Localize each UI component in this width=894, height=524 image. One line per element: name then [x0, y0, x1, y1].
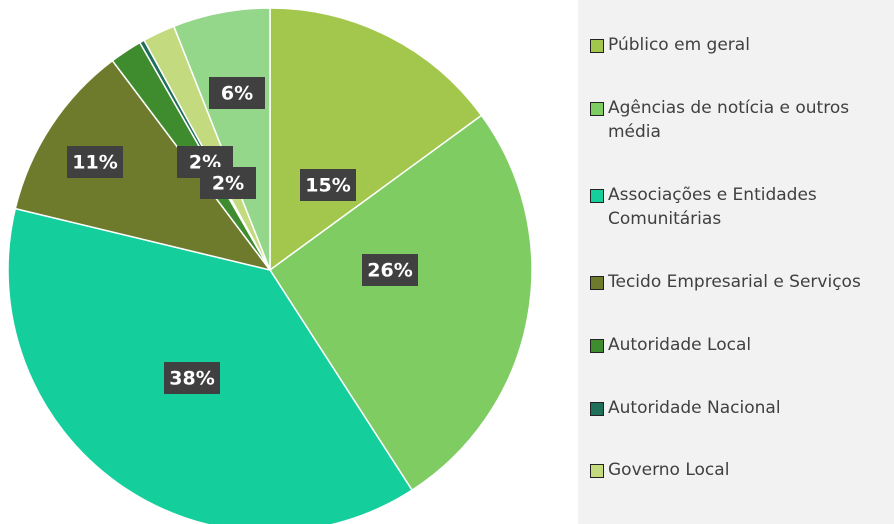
data-label: 2% — [200, 167, 256, 199]
legend-item: Tecido Empresarial e Serviços — [578, 270, 878, 294]
legend-item: Público em geral — [578, 33, 878, 57]
data-label-text: 2% — [212, 173, 244, 195]
data-label-box — [362, 254, 418, 286]
data-label-text: 6% — [221, 83, 253, 105]
legend-label: Governo Local — [608, 460, 730, 481]
data-label: 26% — [362, 254, 418, 286]
pie-slice — [172, 7, 271, 271]
data-label-box — [200, 167, 256, 199]
pie-area: 15%26%38%11% 2%2%6% — [7, 7, 533, 524]
data-label-text: 26% — [367, 260, 412, 282]
legend-label: Agências de notícia e outros média — [608, 98, 850, 143]
legend-swatch — [590, 275, 604, 290]
data-label-box — [209, 77, 265, 109]
legend-item: Associações e Entidades Comunitárias — [578, 183, 878, 231]
pie-slice — [269, 7, 483, 272]
data-label-box — [67, 146, 123, 178]
legend-swatch — [590, 464, 604, 479]
legend-item: Autoridade Nacional — [578, 396, 878, 420]
legend-label: Tecido Empresarial e Serviços — [608, 271, 861, 292]
legend-label: Autoridade Local — [608, 334, 752, 355]
legend-label: Público em geral — [608, 35, 750, 56]
legend-item: Governo Local — [578, 458, 878, 482]
data-label: 11% — [67, 146, 123, 178]
legend-swatch — [590, 102, 604, 117]
legend-swatch — [590, 189, 604, 204]
data-label-box — [300, 169, 356, 201]
data-label: 6% — [209, 77, 265, 109]
legend-swatch — [590, 39, 604, 54]
data-label-text: 38% — [169, 368, 214, 390]
pie-slice — [268, 114, 533, 492]
data-label: 15% — [300, 169, 356, 201]
legend-label: Associações e Entidades Comunitárias — [608, 185, 817, 230]
legend: Público em geral Agências de notícia e ou… — [578, 0, 894, 524]
legend-item: Autoridade Local — [578, 333, 878, 357]
legend-swatch — [590, 338, 604, 353]
data-label-text: 11% — [72, 152, 117, 174]
data-label-text: 15% — [305, 175, 350, 197]
data-label-box — [164, 362, 220, 394]
data-label: 38% — [164, 362, 220, 394]
legend-swatch — [590, 401, 604, 416]
pie-slice — [14, 59, 272, 272]
legend-label: Autoridade Nacional — [608, 397, 781, 418]
legend-item: Agências de notícia e outros média — [578, 96, 878, 144]
